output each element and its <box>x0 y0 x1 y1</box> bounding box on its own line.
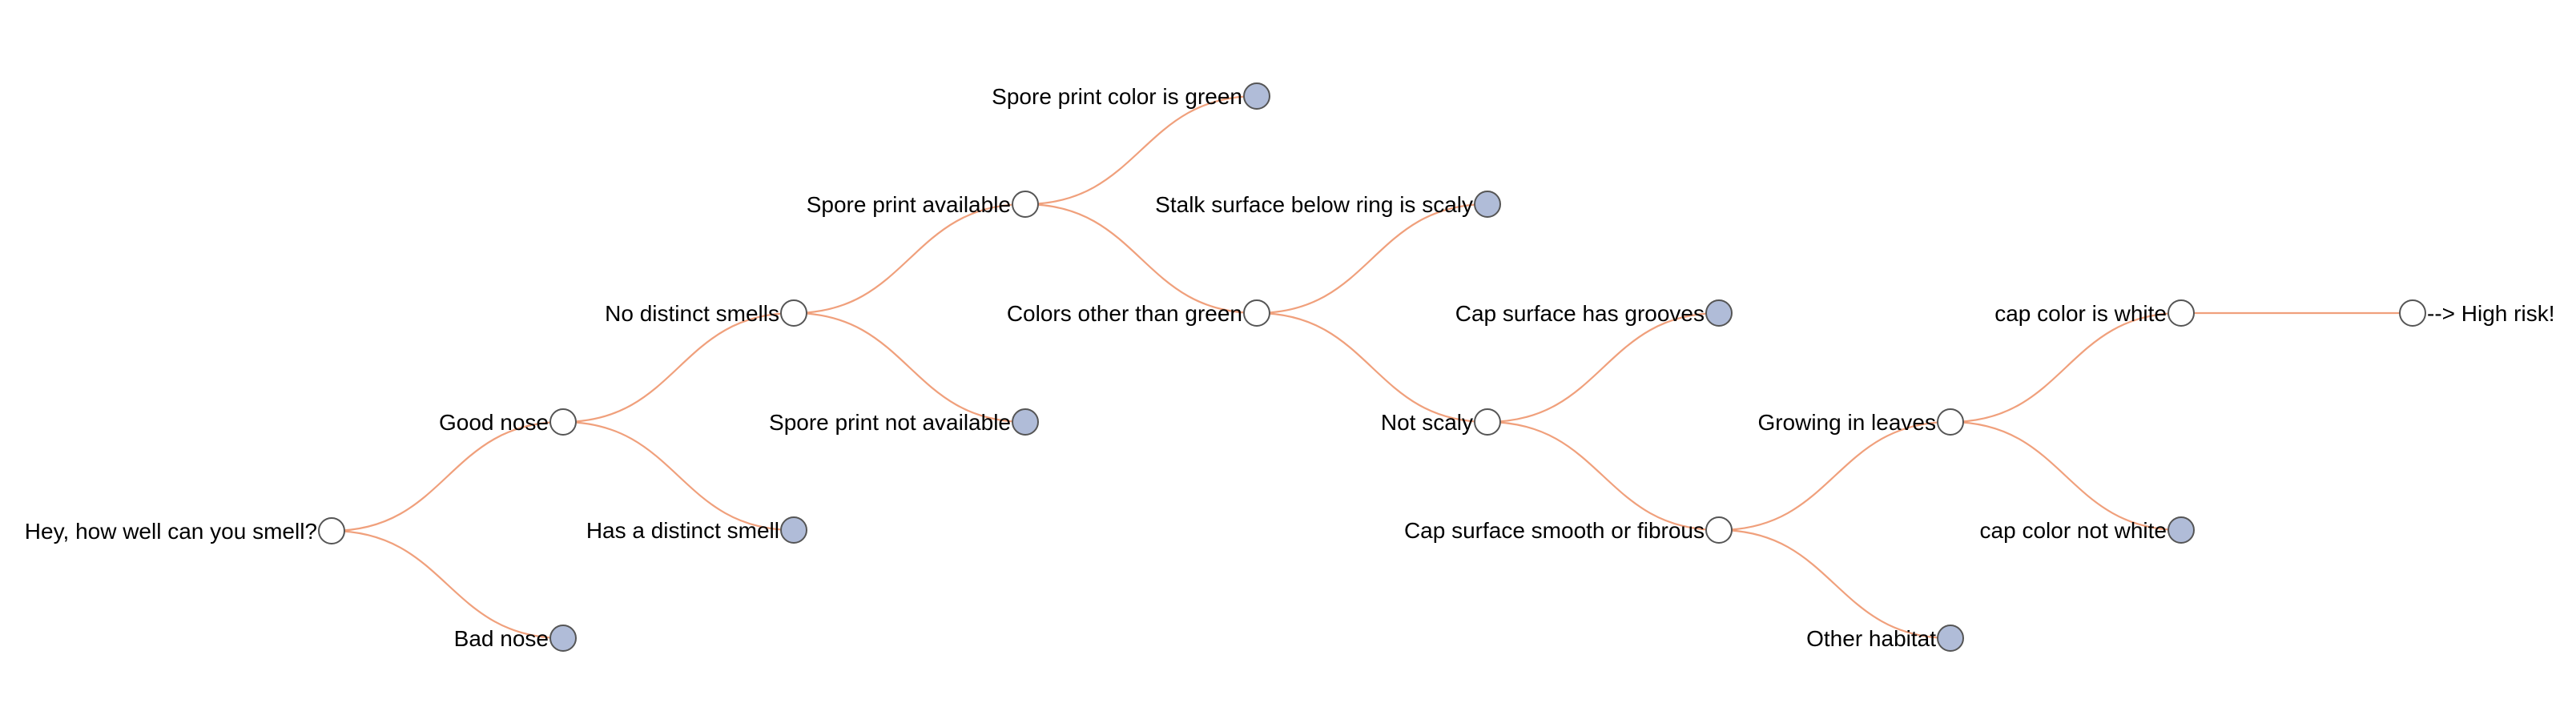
node-label: cap color not white <box>1980 518 2167 543</box>
tree-node-root[interactable]: Hey, how well can you smell? <box>25 517 345 544</box>
node-label: Colors other than green <box>1007 301 1242 326</box>
tree-node-high-risk[interactable]: --> High risk! <box>2399 299 2554 327</box>
tree-link <box>331 529 564 640</box>
leaf-node-circle[interactable] <box>1012 408 1039 436</box>
node-label: Cap surface has grooves <box>1455 301 1705 326</box>
leaf-node-circle[interactable] <box>1474 191 1501 218</box>
tree-links <box>331 94 2413 640</box>
tree-link <box>562 420 795 532</box>
leaf-node-circle[interactable] <box>1243 82 1270 110</box>
open-node-circle[interactable] <box>1937 408 1964 436</box>
tree-node-other-habitat[interactable]: Other habitat <box>1806 625 1964 652</box>
tree-link <box>1718 528 1951 640</box>
tree-link <box>1950 420 2182 532</box>
tree-node-spore-print-not-available[interactable]: Spore print not available <box>769 408 1039 436</box>
tree-link <box>1024 94 1258 206</box>
node-label: Good nose <box>439 410 549 435</box>
tree-link <box>793 203 1026 315</box>
node-label: --> High risk! <box>2427 301 2554 326</box>
node-label: Growing in leaves <box>1757 410 1936 435</box>
open-node-circle[interactable] <box>318 517 345 544</box>
node-label: Other habitat <box>1806 626 1936 651</box>
leaf-node-circle[interactable] <box>2167 516 2195 544</box>
node-label: Bad nose <box>454 626 549 651</box>
node-label: No distinct smells <box>605 301 779 326</box>
tree-node-not-scaly[interactable]: Not scaly <box>1381 408 1501 436</box>
node-label: Spore print not available <box>769 410 1011 435</box>
tree-link <box>562 311 795 424</box>
tree-link <box>1487 420 1720 532</box>
tree-node-cap-surface-grooves[interactable]: Cap surface has grooves <box>1455 299 1733 327</box>
open-node-circle[interactable] <box>1705 516 1733 544</box>
tree-node-bad-nose[interactable]: Bad nose <box>454 625 577 652</box>
tree-node-cap-color-white[interactable]: cap color is white <box>1994 299 2195 327</box>
node-label: Spore print available <box>807 192 1011 217</box>
leaf-node-circle[interactable] <box>780 516 807 544</box>
node-label: Has a distinct smell <box>586 518 779 543</box>
open-node-circle[interactable] <box>1243 299 1270 327</box>
leaf-node-circle[interactable] <box>1937 625 1964 652</box>
open-node-circle[interactable] <box>549 408 577 436</box>
tree-link <box>1718 420 1951 532</box>
tree-link <box>1256 203 1488 315</box>
open-node-circle[interactable] <box>2399 299 2426 327</box>
node-label: Cap surface smooth or fibrous <box>1404 518 1705 543</box>
tree-node-growing-in-leaves[interactable]: Growing in leaves <box>1757 408 1964 436</box>
open-node-circle[interactable] <box>1474 408 1501 436</box>
tree-link <box>331 420 564 532</box>
tree-node-cap-surface-smooth[interactable]: Cap surface smooth or fibrous <box>1404 516 1733 544</box>
tree-node-colors-other-than-green[interactable]: Colors other than green <box>1007 299 1270 327</box>
tree-node-no-distinct-smells[interactable]: No distinct smells <box>605 299 807 327</box>
tree-node-spore-print-green[interactable]: Spore print color is green <box>992 82 1270 110</box>
tree-node-stalk-surface-scaly[interactable]: Stalk surface below ring is scaly <box>1155 191 1501 218</box>
tree-node-has-distinct-smell[interactable]: Has a distinct smell <box>586 516 807 544</box>
node-label: Spore print color is green <box>992 84 1242 109</box>
tree-link <box>1950 311 2182 424</box>
open-node-circle[interactable] <box>780 299 807 327</box>
tree-nodes: Hey, how well can you smell? Good nose Bad… <box>25 82 2554 652</box>
open-node-circle[interactable] <box>2167 299 2195 327</box>
node-label: cap color is white <box>1994 301 2167 326</box>
node-label: Not scaly <box>1381 410 1473 435</box>
open-node-circle[interactable] <box>1012 191 1039 218</box>
leaf-node-circle[interactable] <box>549 625 577 652</box>
leaf-node-circle[interactable] <box>1705 299 1733 327</box>
tree-link <box>1024 203 1258 315</box>
tree-node-spore-print-available[interactable]: Spore print available <box>807 191 1039 218</box>
tree-link <box>1487 311 1720 424</box>
tree-node-good-nose[interactable]: Good nose <box>439 408 577 436</box>
tree-link <box>793 311 1026 424</box>
tree-link <box>1256 311 1488 424</box>
node-label: Stalk surface below ring is scaly <box>1155 192 1473 217</box>
node-label: Hey, how well can you smell? <box>25 519 317 544</box>
tree-node-cap-color-not-white[interactable]: cap color not white <box>1980 516 2195 544</box>
